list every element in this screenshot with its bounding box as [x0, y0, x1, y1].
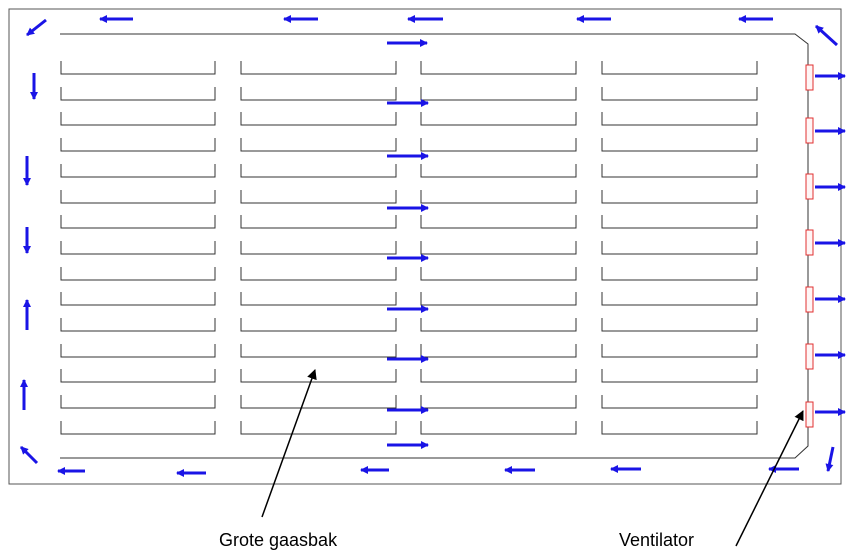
fan-icon	[805, 286, 814, 313]
airflow-arrows	[19, 15, 846, 477]
bin-tray	[420, 164, 577, 178]
bin-tray	[240, 344, 397, 358]
bin-tray	[240, 138, 397, 152]
fan-icon	[805, 401, 814, 428]
bin-tray	[60, 292, 216, 306]
bin-tray	[420, 87, 577, 101]
bin-tray	[60, 421, 216, 435]
bin-tray	[240, 369, 397, 383]
bin-tray	[420, 395, 577, 409]
bin-tray	[420, 138, 577, 152]
bin-tray	[60, 164, 216, 178]
bin-tray	[60, 395, 216, 409]
fan-icon	[805, 117, 814, 144]
bin-tray	[240, 164, 397, 178]
bin-tray	[601, 164, 758, 178]
bin-tray	[60, 190, 216, 204]
bin-tray	[60, 241, 216, 255]
bin-tray	[601, 61, 758, 75]
bin-tray	[601, 344, 758, 358]
bin-tray	[601, 190, 758, 204]
bin-tray	[420, 369, 577, 383]
bin-tray	[60, 138, 216, 152]
bin-tray	[420, 190, 577, 204]
fan-icon	[805, 173, 814, 200]
room-outline	[8, 8, 842, 485]
bin-tray	[601, 421, 758, 435]
bin-tray	[601, 87, 758, 101]
bin-tray	[420, 292, 577, 306]
bin-tray	[420, 344, 577, 358]
bin-tray	[420, 241, 577, 255]
bin-tray	[420, 61, 577, 75]
bin-tray	[420, 318, 577, 332]
airflow-arrow-icon	[825, 446, 835, 472]
fan-icon	[805, 64, 814, 91]
bin-tray	[60, 369, 216, 383]
bin-tray	[240, 292, 397, 306]
fan-units	[805, 64, 814, 428]
bin-enclosure	[60, 33, 809, 459]
airflow-arrow-icon	[26, 18, 47, 37]
bin-tray	[601, 215, 758, 229]
bin-tray	[60, 267, 216, 281]
bin-tray	[60, 344, 216, 358]
bin-tray	[420, 267, 577, 281]
airflow-arrow-icon	[19, 445, 39, 465]
bin-tray	[420, 215, 577, 229]
bin-tray	[420, 421, 577, 435]
bin-tray	[601, 112, 758, 126]
bin-tray	[60, 87, 216, 101]
bin-tray	[240, 421, 397, 435]
bin-tray	[240, 395, 397, 409]
bin-tray	[601, 369, 758, 383]
bin-tray	[240, 241, 397, 255]
bin-tray	[240, 61, 397, 75]
label-grote-gaasbak: Grote gaasbak	[219, 530, 338, 550]
bin-tray	[240, 318, 397, 332]
bin-tray	[601, 292, 758, 306]
bin-tray	[601, 318, 758, 332]
airflow-arrow-icon	[814, 24, 839, 47]
fan-icon	[805, 229, 814, 256]
bin-tray	[60, 112, 216, 126]
label-ventilator: Ventilator	[619, 530, 694, 550]
bin-tray	[420, 112, 577, 126]
bin-tray	[601, 395, 758, 409]
bin-rows	[60, 61, 758, 435]
bin-callout-line	[261, 369, 317, 518]
bin-tray	[601, 267, 758, 281]
bin-tray	[240, 190, 397, 204]
bin-tray	[240, 267, 397, 281]
fan-icon	[805, 343, 814, 370]
bin-tray	[240, 87, 397, 101]
fan-callout-line	[735, 410, 804, 547]
bin-tray	[240, 215, 397, 229]
bin-tray	[601, 241, 758, 255]
bin-tray	[60, 215, 216, 229]
bin-tray	[60, 61, 216, 75]
bin-tray	[60, 318, 216, 332]
bin-tray	[240, 112, 397, 126]
bin-tray	[601, 138, 758, 152]
